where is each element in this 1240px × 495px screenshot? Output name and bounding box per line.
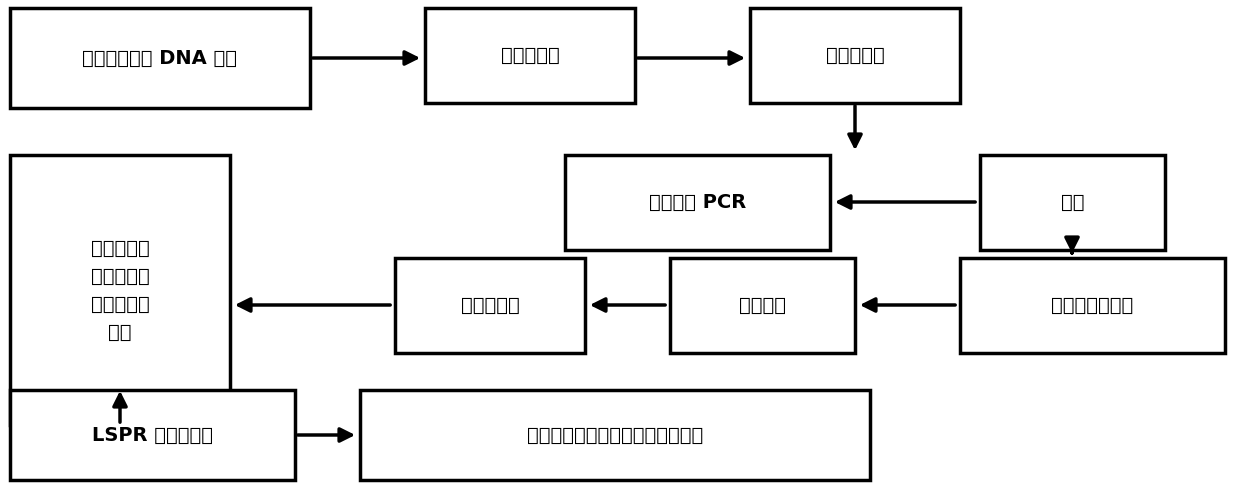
- Bar: [425, 8, 635, 103]
- Text: 合成随机单链 DNA 文库: 合成随机单链 DNA 文库: [83, 49, 238, 67]
- Bar: [670, 258, 856, 353]
- Bar: [750, 8, 960, 103]
- Text: 与靶标孵育: 与靶标孵育: [826, 46, 884, 65]
- Bar: [980, 155, 1166, 250]
- Bar: [960, 258, 1225, 353]
- Text: 纳米金生物
传感法鉴定
适配体结合
活性: 纳米金生物 传感法鉴定 适配体结合 活性: [91, 239, 149, 342]
- Bar: [396, 258, 585, 353]
- Text: 电化学阻抗法确定灵敏度和特异性: 电化学阻抗法确定灵敏度和特异性: [527, 426, 703, 445]
- Text: 文库的固定: 文库的固定: [501, 46, 559, 65]
- Bar: [565, 155, 830, 250]
- Text: 富集筛选: 富集筛选: [739, 296, 786, 315]
- Text: 次级文库的制备: 次级文库的制备: [1052, 296, 1133, 315]
- Bar: [10, 390, 295, 480]
- Text: 高通量测序: 高通量测序: [460, 296, 520, 315]
- Bar: [10, 155, 229, 425]
- Bar: [360, 390, 870, 480]
- Text: LSPR 鉴定亲和力: LSPR 鉴定亲和力: [92, 426, 213, 445]
- Text: 分离: 分离: [1060, 193, 1084, 212]
- Bar: [10, 8, 310, 108]
- Text: 荧光定量 PCR: 荧光定量 PCR: [649, 193, 746, 212]
